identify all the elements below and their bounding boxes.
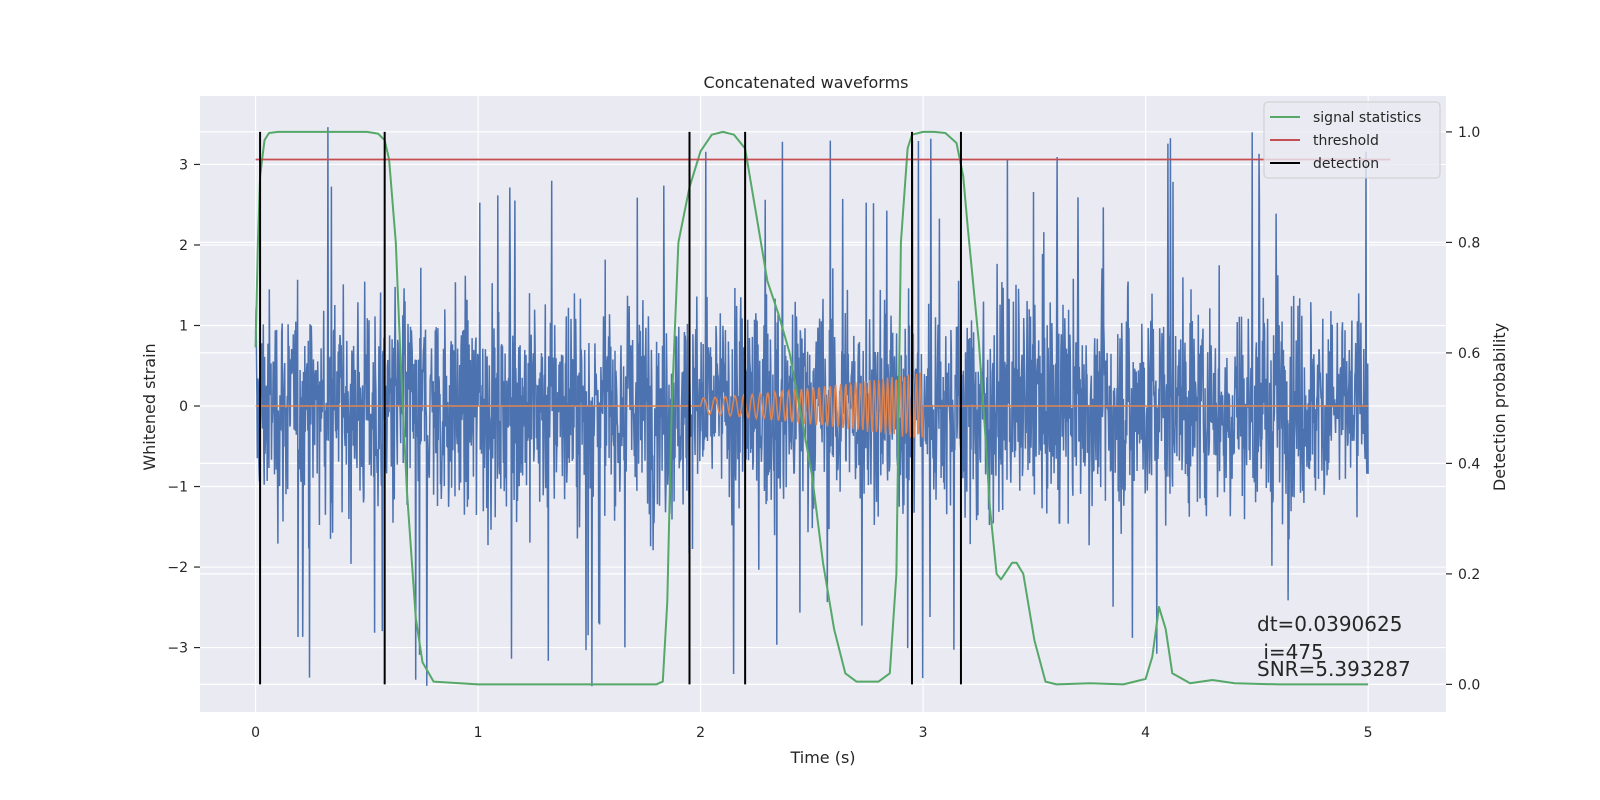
y-tick-label-4: 1	[179, 318, 188, 334]
x-axis-ticks: 0 1 2 3 4 5	[251, 725, 1372, 741]
x-tick-label-2: 2	[696, 725, 705, 741]
chirp-line	[255, 372, 1369, 438]
annotations: dt=0.0390625 i=475 SNR=5.393287	[1257, 612, 1411, 681]
y-axis-label: Whitened strain	[140, 343, 159, 470]
noise-series	[254, 127, 1369, 687]
legend-label-threshold: threshold	[1313, 133, 1379, 149]
legend-box	[1263, 101, 1441, 179]
y-tick-label-3: 0	[179, 399, 188, 415]
legend: signal statistics threshold detection	[1263, 101, 1441, 179]
y2-tick-label-2: 0.4	[1458, 456, 1480, 472]
y-tick-label-5: 2	[179, 238, 188, 254]
chirp-series	[255, 372, 1369, 438]
y-axis-right-label: Detection probability	[1490, 323, 1509, 491]
annotation-snr: SNR=5.393287	[1257, 657, 1411, 681]
y2-tick-label-1: 0.2	[1458, 567, 1480, 583]
y-tick-label-0: −3	[167, 641, 188, 657]
noise-line	[254, 127, 1369, 687]
chart-title: Concatenated waveforms	[704, 73, 909, 92]
detection-series	[259, 131, 962, 685]
y2-tick-label-5: 1.0	[1458, 125, 1480, 141]
annotation-index: i=475	[1257, 640, 1324, 664]
signal-statistics-line	[254, 130, 1369, 686]
y2-tick-label-3: 0.6	[1458, 346, 1480, 362]
annotation-dt: dt=0.0390625	[1257, 612, 1402, 636]
x-tick-label-1: 1	[474, 725, 483, 741]
x-tick-label-3: 3	[919, 725, 928, 741]
y-tick-label-1: −2	[167, 560, 188, 576]
signal-statistics-series	[254, 130, 1369, 686]
y-axis-right-ticks: 0.0 0.2 0.4 0.6 0.8 1.0	[1446, 125, 1480, 693]
y-axis-ticks: −3 −2 −1 0 1 2 3	[167, 157, 200, 657]
x-axis-label: Time (s)	[789, 748, 855, 767]
legend-label-detection: detection	[1313, 156, 1379, 172]
y2-tick-label-4: 0.8	[1458, 235, 1480, 251]
y-tick-label-6: 3	[179, 157, 188, 173]
x-tick-label-5: 5	[1364, 725, 1373, 741]
y-tick-label-2: −1	[167, 480, 188, 496]
x-tick-label-4: 4	[1141, 725, 1150, 741]
legend-label-signal-statistics: signal statistics	[1313, 110, 1421, 126]
x-tick-label-0: 0	[251, 725, 260, 741]
y2-tick-label-0: 0.0	[1458, 677, 1480, 693]
